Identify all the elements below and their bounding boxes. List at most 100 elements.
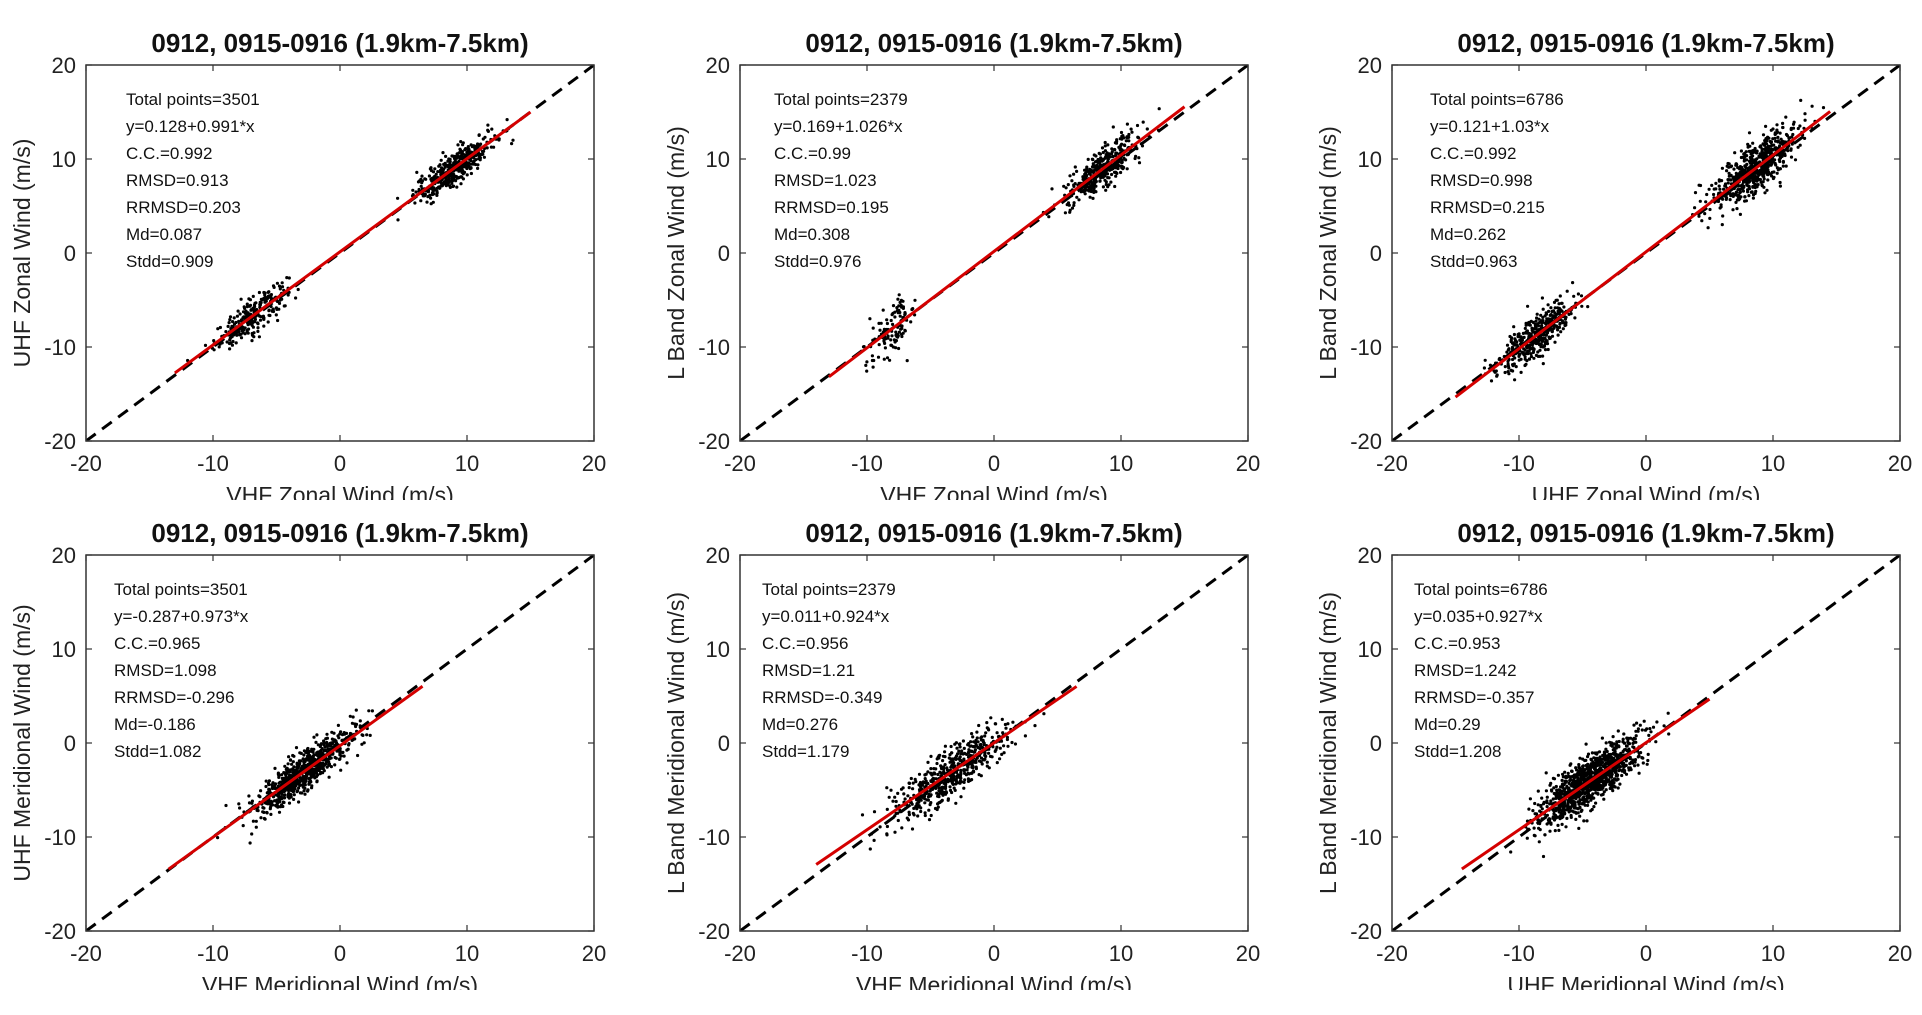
data-point [985,721,989,725]
data-point [1728,198,1732,202]
data-point [1137,156,1141,160]
data-point [1576,771,1580,776]
y-tick-label: -10 [698,825,730,850]
data-point [916,814,920,818]
data-point [1000,752,1004,756]
data-point [1513,378,1517,382]
data-point [511,138,515,142]
data-point [435,193,439,197]
y-axis-label: L Band Zonal Wind (m/s) [1315,126,1341,380]
data-point [1093,160,1098,164]
data-point [1649,730,1653,734]
data-point [1594,801,1598,805]
data-point [1557,796,1562,800]
data-point [251,306,255,310]
data-point [1747,149,1751,153]
stat-line: y=0.035+0.927*x [1414,607,1543,626]
data-point [257,290,261,295]
data-point [338,751,342,755]
data-point [1589,798,1593,802]
data-point [986,727,990,731]
data-point [1611,789,1615,793]
data-point [277,301,282,305]
data-point [1798,143,1802,147]
x-axis-label: VHF Meridional Wind (m/s) [202,972,478,990]
data-point [346,747,350,751]
data-point [903,312,907,317]
data-point [1105,154,1109,158]
data-point [1632,723,1636,727]
data-point [1534,319,1538,323]
data-point [277,284,282,288]
data-point [338,757,342,761]
data-point [1002,744,1006,748]
data-point [1537,317,1541,321]
data-point [276,772,280,776]
data-point [272,285,276,289]
data-point [280,791,284,796]
data-point [1560,809,1564,813]
data-point [919,787,923,791]
data-point [1646,758,1650,763]
data-point [1550,309,1554,314]
data-point [1598,786,1602,790]
data-point [1531,320,1535,324]
data-point [1544,330,1548,334]
data-point [314,775,319,779]
data-point [957,742,961,746]
y-tick-label: 0 [1370,241,1382,266]
data-point [1752,176,1756,180]
data-point [1732,175,1736,179]
data-point [1780,154,1784,158]
x-tick-label: 20 [1236,451,1260,476]
stat-line: RMSD=0.998 [1430,171,1533,190]
data-point [1556,309,1560,313]
data-point [979,736,983,740]
data-point [411,188,415,192]
data-point [1736,166,1740,170]
data-point [425,200,429,204]
x-tick-label: -10 [197,941,229,966]
data-point [1088,185,1093,189]
data-point [262,324,266,328]
data-point [1758,177,1762,182]
data-point [943,763,947,767]
data-point [315,779,319,783]
data-point [1580,304,1584,308]
data-point [1732,167,1736,171]
data-point [1608,786,1612,791]
data-point [1002,751,1006,755]
data-point [1584,742,1588,746]
data-point [460,166,464,170]
data-point [1757,155,1761,159]
data-point [897,330,901,334]
data-point [1710,183,1714,187]
data-point [1720,223,1724,227]
data-point [1611,735,1615,739]
data-point [1753,185,1757,190]
y-tick-label: 10 [706,637,730,662]
data-point [1612,777,1616,781]
data-point [469,171,473,176]
data-point [1092,190,1096,194]
data-point [429,202,433,206]
data-point [1518,338,1522,342]
data-point [1606,756,1611,760]
data-point [236,309,240,313]
data-point [1609,752,1613,756]
data-point [1717,184,1721,188]
data-point [1796,145,1800,149]
data-point [1594,784,1599,788]
data-point [301,783,305,787]
data-point [1738,212,1742,216]
data-point [483,135,487,139]
data-point [1124,139,1128,143]
data-point [1734,171,1738,175]
data-point [889,338,893,342]
data-point [1127,139,1131,143]
data-point [955,774,959,778]
data-point [1548,336,1552,340]
data-point [1101,175,1105,179]
data-point [1108,168,1112,172]
